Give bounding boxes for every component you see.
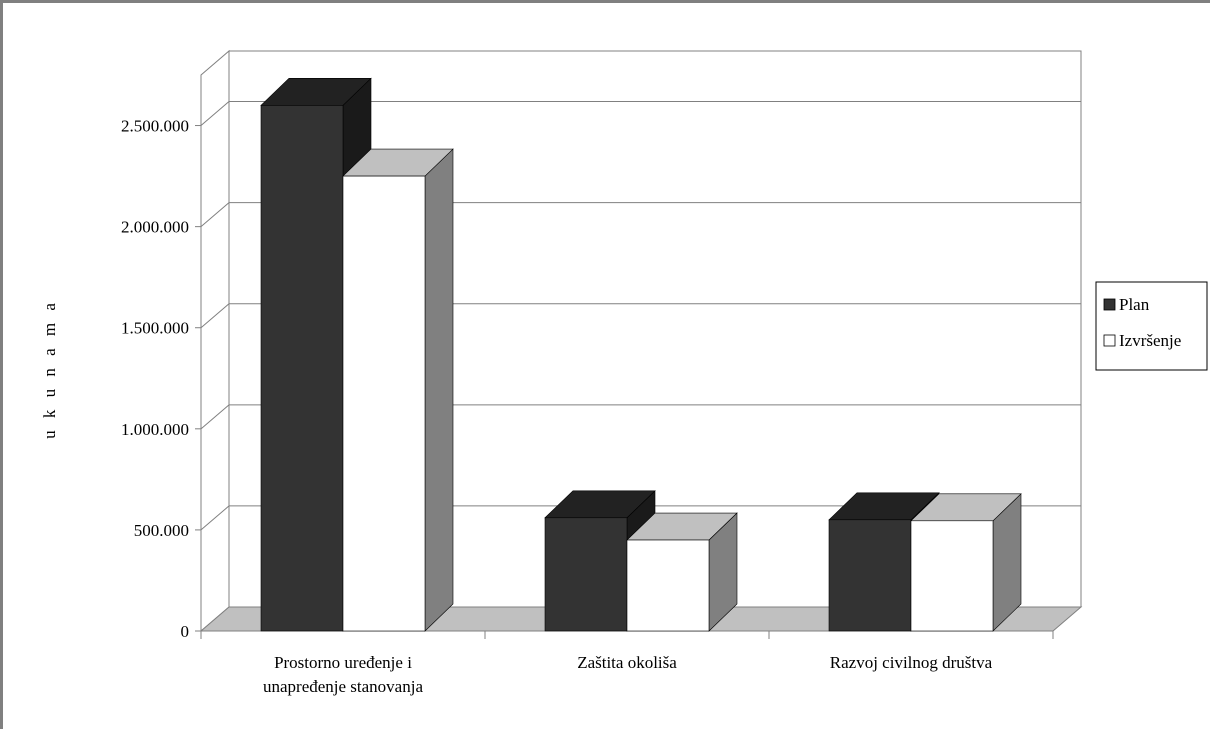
- gridline: [200, 101, 1081, 126]
- gridline: [200, 404, 1081, 430]
- bar-side: [424, 148, 454, 632]
- bar-front: [260, 105, 344, 632]
- x-category-label: Zaštita okoliša: [577, 653, 677, 672]
- y-axis-label: u k u n a m a: [40, 299, 59, 439]
- bar: [342, 148, 454, 632]
- gridline: [200, 505, 1081, 531]
- bar-front: [342, 175, 426, 632]
- legend-swatch: [1103, 298, 1116, 311]
- gridline: [200, 202, 1081, 228]
- gridline: [200, 303, 1081, 329]
- bar: [910, 493, 1022, 632]
- legend-label: Izvršenje: [1119, 331, 1181, 350]
- bar: [626, 512, 738, 632]
- bar-front: [626, 539, 710, 632]
- y-tick-label: 0: [181, 622, 190, 641]
- y-tick-label: 2.500.000: [121, 117, 189, 136]
- legend-box: [1095, 281, 1208, 371]
- bar-front: [910, 520, 994, 632]
- legend-swatch: [1103, 334, 1116, 347]
- y-tick-label: 2.000.000: [121, 218, 189, 237]
- x-category-label: Razvoj civilnog društva: [830, 653, 993, 672]
- y-tick-label: 500.000: [134, 521, 189, 540]
- legend-label: Plan: [1119, 295, 1150, 314]
- bar-front: [828, 519, 912, 632]
- side-wall: [200, 49, 230, 633]
- x-category-label: Prostorno uređenje i unapređenje stanovan…: [263, 653, 423, 696]
- y-tick-label: 1.500.000: [121, 319, 189, 338]
- y-tick-label: 1.000.000: [121, 420, 189, 439]
- bar-front: [544, 517, 628, 632]
- gridlines: [200, 101, 1081, 531]
- x-axis-categories: Prostorno uređenje i unapređenje stanovan…: [200, 631, 1054, 696]
- y-axis-ticks: 0 500.000 1.000.000 1.500.000 2.000.000 2.500…: [121, 75, 202, 641]
- bars: [260, 77, 1022, 632]
- bar-chart: 0 500.000 1.000.000 1.500.000 2.000.000 2.500…: [40, 49, 1208, 696]
- legend: Plan Izvršenje: [1095, 281, 1208, 371]
- y-axis-label-group: u k u n a m a: [40, 299, 59, 439]
